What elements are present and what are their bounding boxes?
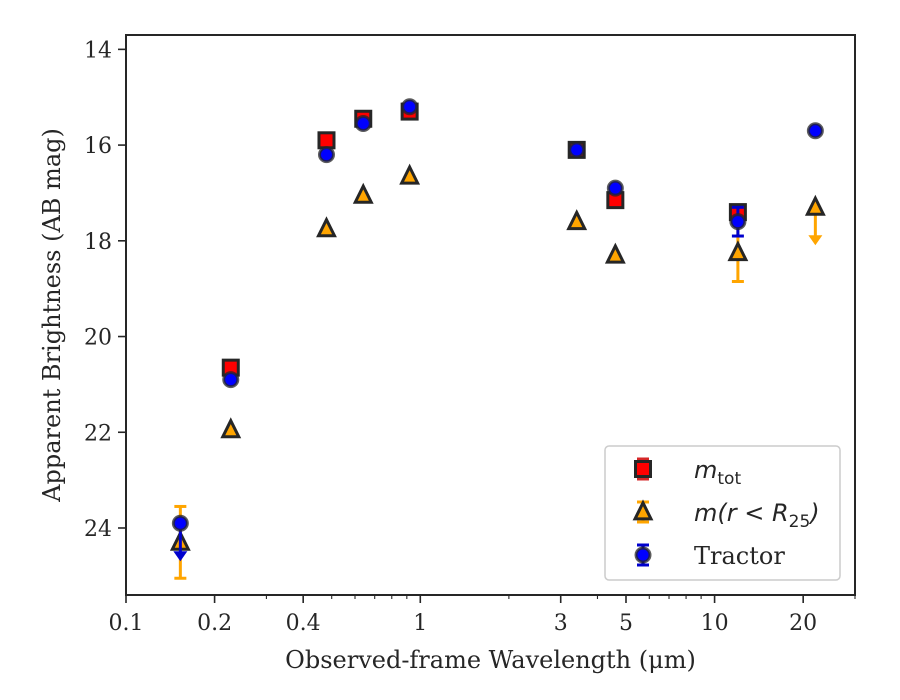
x-tick-label: 20 xyxy=(789,611,817,636)
data-point-circle xyxy=(171,514,189,532)
legend-label: mtot xyxy=(694,456,741,489)
series-tractor xyxy=(171,98,824,562)
data-point-circle xyxy=(401,98,419,116)
data-point-triangle xyxy=(316,216,337,238)
legend-label: m(r < R25) xyxy=(694,499,820,532)
x-tick-label: 0.2 xyxy=(197,611,232,636)
y-tick-label: 14 xyxy=(84,38,112,63)
legend-marker-triangle xyxy=(632,499,654,521)
y-tick-label: 20 xyxy=(84,326,112,351)
data-point-triangle xyxy=(727,240,749,262)
x-tick-label: 5 xyxy=(619,611,633,636)
y-tick-label: 24 xyxy=(84,517,112,542)
x-tick-label: 1 xyxy=(413,611,427,636)
upper-limit-arrow xyxy=(173,551,188,562)
axes: 0.1 0.2 0.4 1 3 5 10 20 14 16 18 20 22 24 xyxy=(84,34,856,636)
legend-marker-square xyxy=(634,460,652,478)
data-point-triangle xyxy=(352,182,374,204)
legend-label: Tractor xyxy=(694,542,785,570)
data-point-circle xyxy=(806,122,824,140)
plot-area xyxy=(169,98,826,580)
x-tick-label: 0.4 xyxy=(286,611,321,636)
x-axis-title: Observed-frame Wavelength (μm) xyxy=(285,646,696,674)
legend-marker-circle xyxy=(634,546,652,564)
series-m-tot xyxy=(221,102,747,377)
data-point-circle xyxy=(222,371,240,389)
data-point-triangle xyxy=(399,163,421,185)
y-tick-label: 22 xyxy=(84,421,112,446)
upper-limit-arrow xyxy=(808,235,823,246)
data-point-triangle xyxy=(220,417,242,439)
x-tick-label: 10 xyxy=(701,611,729,636)
data-point-square xyxy=(317,131,336,150)
legend-box xyxy=(604,445,841,581)
data-point-circle xyxy=(606,179,624,197)
data-point-circle xyxy=(568,141,586,159)
y-axis-title: Apparent Brightness (AB mag) xyxy=(38,128,66,503)
data-point-triangle xyxy=(604,242,626,264)
y-tick-label: 18 xyxy=(84,230,112,255)
x-tick-label: 3 xyxy=(554,611,568,636)
y-tick-label: 16 xyxy=(84,134,112,159)
data-point-circle xyxy=(317,146,335,164)
data-point-triangle xyxy=(804,194,826,216)
axes-frame xyxy=(125,34,856,596)
data-point-circle xyxy=(729,213,747,231)
x-tick-label: 0.1 xyxy=(109,611,144,636)
data-point-circle xyxy=(354,115,372,133)
data-point-triangle xyxy=(566,209,588,231)
legend: mtot m(r < R25) Tractor xyxy=(604,445,841,581)
